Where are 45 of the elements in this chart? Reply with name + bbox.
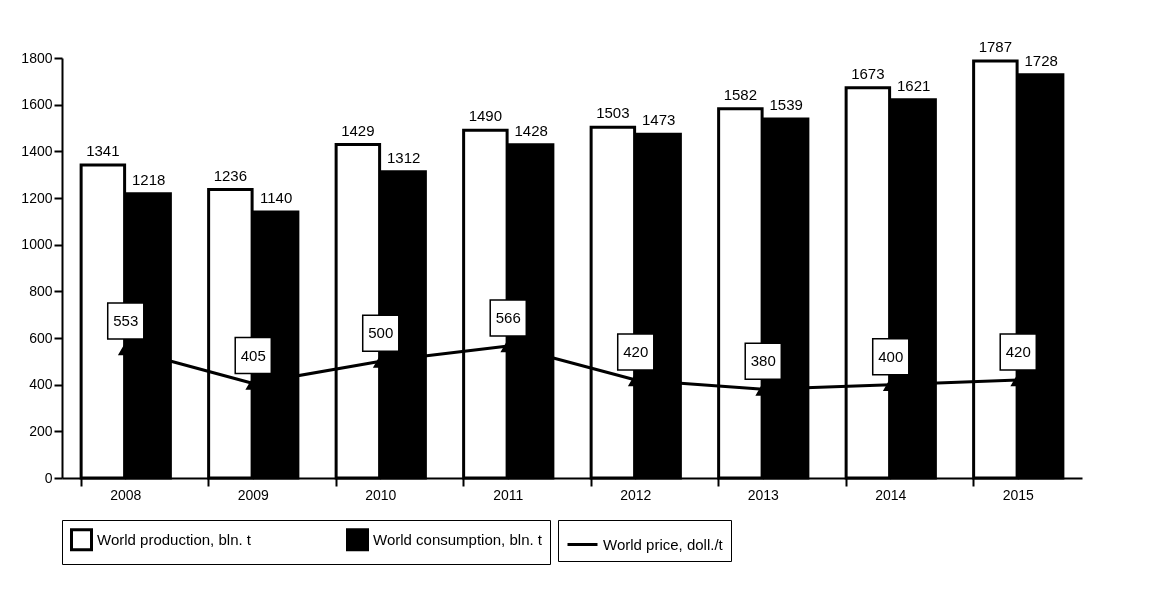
y-tick-label: 1600 — [21, 96, 53, 113]
data-label: 1582 — [723, 85, 758, 103]
data-label: 420 — [1005, 343, 1031, 360]
data-label: 1236 — [213, 166, 248, 184]
x-tick-label: 2009 — [237, 486, 270, 503]
y-tick-label: 1800 — [21, 49, 53, 66]
data-label: 1341 — [86, 142, 120, 160]
y-tick-label: 800 — [29, 282, 53, 299]
y-tick-label: 400 — [29, 376, 53, 393]
data-label: 1673 — [851, 64, 885, 82]
y-tick-label: 200 — [29, 422, 53, 439]
data-label: 1429 — [341, 121, 375, 139]
x-tick-label: 2010 — [365, 486, 397, 503]
data-label: 566 — [495, 308, 521, 326]
data-label: 405 — [240, 346, 266, 364]
x-tick-label: 2008 — [110, 486, 142, 503]
data-label: 380 — [750, 352, 776, 370]
x-tick-label: 2013 — [747, 486, 780, 503]
data-label: 1312 — [386, 148, 421, 166]
data-label: 1473 — [641, 111, 676, 129]
y-tick-label: 1400 — [21, 142, 53, 159]
x-tick-label: 2015 — [1002, 486, 1035, 503]
data-label: 1428 — [514, 121, 548, 139]
y-tick-label: 1200 — [21, 189, 53, 206]
legend-label: World price, doll./t — [603, 535, 724, 553]
data-label: 1140 — [260, 189, 293, 206]
data-label: 420 — [623, 343, 649, 360]
data-label: 553 — [113, 311, 139, 329]
data-label: 1503 — [596, 104, 630, 122]
data-label: 400 — [878, 347, 904, 365]
y-tick-label: 600 — [29, 329, 53, 346]
data-label: 1539 — [769, 95, 803, 113]
legend-label: World consumption, bln. t — [373, 530, 543, 548]
data-label: 1490 — [468, 107, 503, 125]
data-label: 1621 — [896, 76, 931, 94]
data-label: 1218 — [131, 170, 166, 188]
y-tick-label: 1000 — [21, 236, 53, 253]
data-label: 1787 — [978, 38, 1013, 56]
y-tick-label: 0 — [44, 469, 53, 486]
x-tick-label: 2014 — [875, 486, 907, 503]
data-label: 1728 — [1024, 51, 1058, 69]
legend-label: World production, bln. t — [97, 530, 252, 548]
x-tick-label: 2011 — [493, 486, 524, 503]
data-label: 500 — [368, 324, 394, 342]
x-tick-label: 2012 — [620, 486, 652, 503]
